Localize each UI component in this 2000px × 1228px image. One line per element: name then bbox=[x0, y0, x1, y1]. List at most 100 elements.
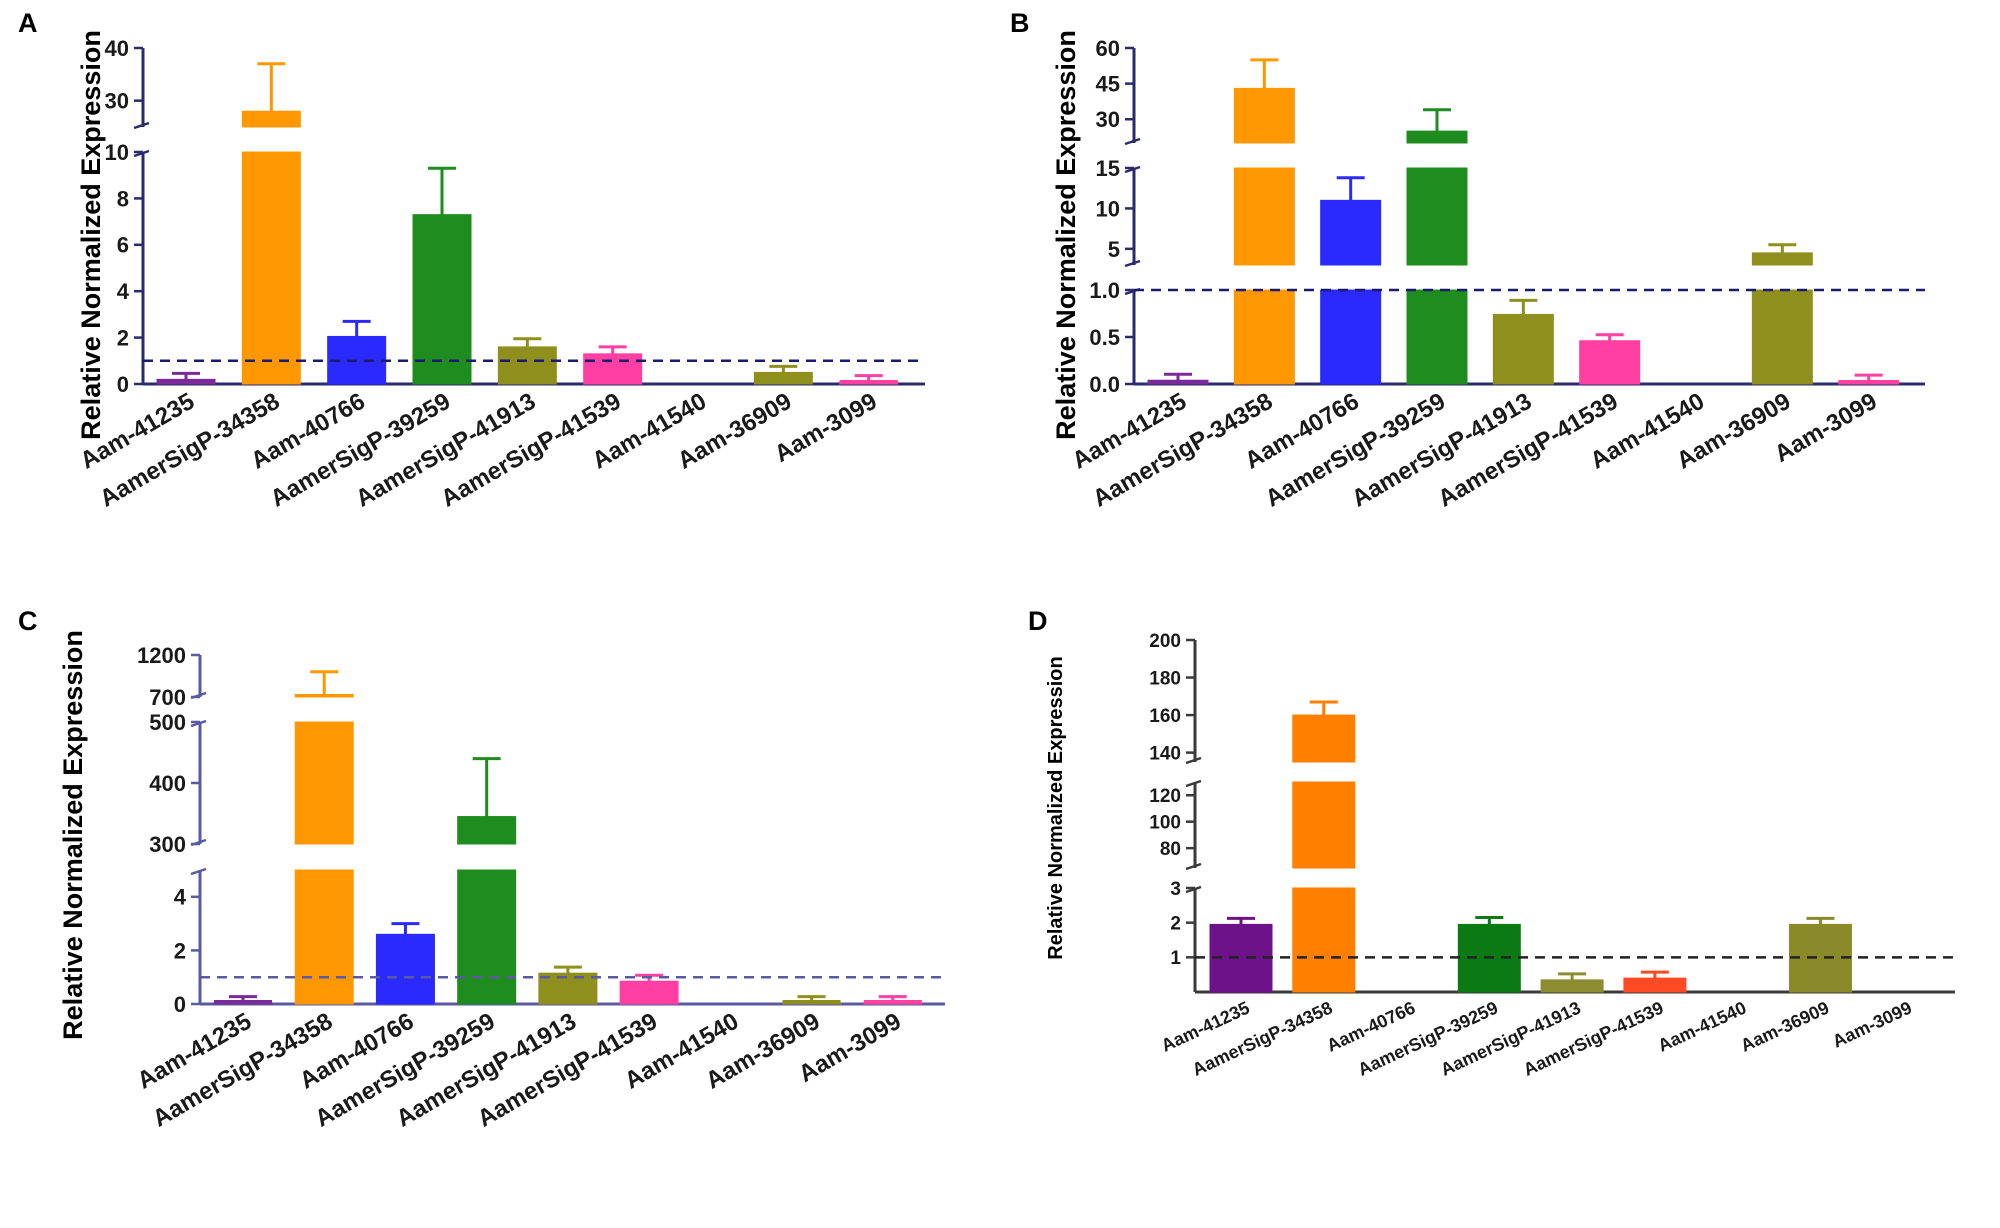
y-tick-label: 30 bbox=[1096, 107, 1120, 132]
axis-break-mark bbox=[1124, 137, 1141, 146]
axis-break-mark bbox=[190, 867, 207, 876]
bar-aam-36909 bbox=[1751, 252, 1813, 266]
bar-aamersigp-34358 bbox=[241, 151, 301, 385]
bar-aamersigp-34358 bbox=[1292, 781, 1356, 869]
panel-letter: A bbox=[18, 8, 38, 38]
y-axis-label: Relative Normalized Expression bbox=[1045, 656, 1067, 959]
bar-aamersigp-41539 bbox=[1623, 977, 1687, 993]
y-tick-label: 0.5 bbox=[1089, 325, 1120, 350]
bar-aamersigp-41913 bbox=[497, 346, 557, 385]
bar-aam-36909 bbox=[1751, 289, 1813, 385]
bar-aamersigp-39259 bbox=[412, 214, 472, 385]
bar-aamersigp-34358 bbox=[294, 869, 354, 1005]
y-tick-label: 500 bbox=[149, 710, 186, 735]
y-tick-label: 120 bbox=[1149, 786, 1181, 807]
panel-letter: C bbox=[18, 606, 38, 636]
y-tick-label: 4 bbox=[174, 885, 187, 910]
axis-break-mark bbox=[1124, 259, 1141, 268]
bar-aamersigp-34358 bbox=[1292, 714, 1356, 763]
axis-break-mark bbox=[133, 149, 150, 158]
y-tick-label: 1 bbox=[1170, 948, 1181, 969]
y-tick-label: 40 bbox=[105, 36, 129, 61]
bar-aam-40766 bbox=[375, 933, 435, 1005]
axis-break-mark bbox=[1185, 862, 1202, 871]
y-tick-label: 45 bbox=[1096, 72, 1120, 97]
bar-aamersigp-34358 bbox=[294, 721, 354, 845]
bar-aamersigp-39259 bbox=[1406, 289, 1468, 385]
y-tick-label: 8 bbox=[117, 186, 129, 211]
y-tick-label: 10 bbox=[1096, 196, 1120, 221]
y-tick-label: 300 bbox=[149, 832, 186, 857]
y-tick-label: 60 bbox=[1096, 36, 1120, 61]
bar-aam-3099 bbox=[1838, 380, 1899, 384]
axis-break-mark bbox=[1185, 756, 1202, 765]
x-tick-label: Aam-3099 bbox=[1829, 997, 1915, 1051]
y-tick-label: 2 bbox=[117, 326, 129, 351]
y-tick-label: 140 bbox=[1149, 743, 1181, 764]
x-tick-label: Aam-36909 bbox=[1738, 997, 1833, 1055]
bar-aamersigp-34358 bbox=[241, 110, 301, 128]
bar-aamersigp-39259 bbox=[457, 816, 517, 845]
bar-aam-3099 bbox=[839, 380, 898, 384]
y-axis-label: Relative Normalized Expression bbox=[1051, 30, 1081, 440]
y-tick-label: 10 bbox=[105, 140, 129, 165]
bar-aamersigp-34358 bbox=[294, 693, 354, 698]
y-tick-label: 400 bbox=[149, 771, 186, 796]
bar-aam-40766 bbox=[1320, 289, 1382, 385]
bar-aamersigp-34358 bbox=[1292, 887, 1356, 993]
y-tick-label: 1200 bbox=[137, 643, 186, 668]
y-tick-label: 700 bbox=[149, 685, 186, 710]
y-tick-label: 80 bbox=[1160, 839, 1181, 860]
bar-aam-36909 bbox=[753, 371, 813, 385]
y-tick-label: 3 bbox=[1170, 879, 1181, 900]
x-tick-label: AamerSigP-39259 bbox=[1355, 997, 1501, 1079]
y-tick-label: 160 bbox=[1149, 706, 1181, 727]
panel-b: B Relative Normalized Expression 0.0 0.5 1.0… bbox=[1010, 8, 1925, 513]
bar-aamersigp-41913 bbox=[1540, 979, 1604, 993]
y-tick-label: 15 bbox=[1096, 156, 1120, 181]
bar-aam-41235 bbox=[156, 378, 216, 385]
panel-letter: D bbox=[1028, 606, 1048, 636]
y-tick-label: 5 bbox=[1108, 237, 1120, 262]
bar-aamersigp-41913 bbox=[1492, 313, 1554, 385]
y-axis-label: Relative Normalized Expression bbox=[76, 30, 106, 440]
axis-break-mark bbox=[133, 121, 150, 130]
bar-aamersigp-34358 bbox=[1233, 167, 1295, 266]
bar-aamersigp-39259 bbox=[457, 869, 517, 1005]
bar-aamersigp-34358 bbox=[1233, 87, 1295, 144]
y-tick-label: 180 bbox=[1149, 668, 1181, 689]
bar-aamersigp-39259 bbox=[1406, 130, 1468, 144]
x-tick-label: AamerSigP-41539 bbox=[1520, 997, 1666, 1079]
y-tick-label: 6 bbox=[117, 233, 129, 258]
y-tick-label: 100 bbox=[1149, 813, 1181, 834]
axis-break-mark bbox=[1124, 165, 1141, 174]
y-tick-label: 4 bbox=[117, 279, 130, 304]
panel-c: C Relative Normalized Expression 0 2 4 300 400… bbox=[18, 606, 945, 1133]
y-tick-label: 0 bbox=[174, 992, 186, 1017]
bar-aamersigp-41539 bbox=[619, 980, 679, 1005]
y-tick-label: 0.0 bbox=[1089, 372, 1120, 397]
y-tick-label: 0 bbox=[117, 372, 129, 397]
bar-aamersigp-39259 bbox=[1406, 167, 1468, 266]
y-tick-label: 200 bbox=[1149, 631, 1181, 652]
y-tick-label: 2 bbox=[1170, 914, 1181, 935]
axis-break-mark bbox=[190, 719, 207, 728]
bar-aam-40766 bbox=[1320, 199, 1382, 266]
x-tick-label: Aam-41540 bbox=[1655, 997, 1750, 1055]
y-axis-label: Relative Normalized Expression bbox=[58, 630, 88, 1040]
bar-aamersigp-41539 bbox=[583, 353, 643, 385]
axis-break-mark bbox=[1185, 779, 1202, 788]
y-tick-label: 30 bbox=[105, 89, 129, 114]
x-tick-label: AamerSigP-34358 bbox=[1189, 997, 1335, 1079]
panel-d: D Relative Normalized Expression 1 2 3 80 100 1… bbox=[1028, 606, 1955, 1080]
panel-a: A Relative Normalized Expression 0 2 4 6 8 10 30… bbox=[18, 8, 925, 513]
y-tick-label: 2 bbox=[174, 938, 186, 963]
bar-aamersigp-34358 bbox=[1233, 289, 1295, 385]
axis-break-mark bbox=[1185, 885, 1202, 894]
y-tick-label: 1.0 bbox=[1089, 278, 1120, 303]
panel-letter: B bbox=[1010, 8, 1030, 38]
bar-aam-41235 bbox=[1147, 379, 1209, 385]
bar-aamersigp-41539 bbox=[1579, 340, 1641, 385]
x-tick-label: AamerSigP-41913 bbox=[1438, 997, 1584, 1079]
